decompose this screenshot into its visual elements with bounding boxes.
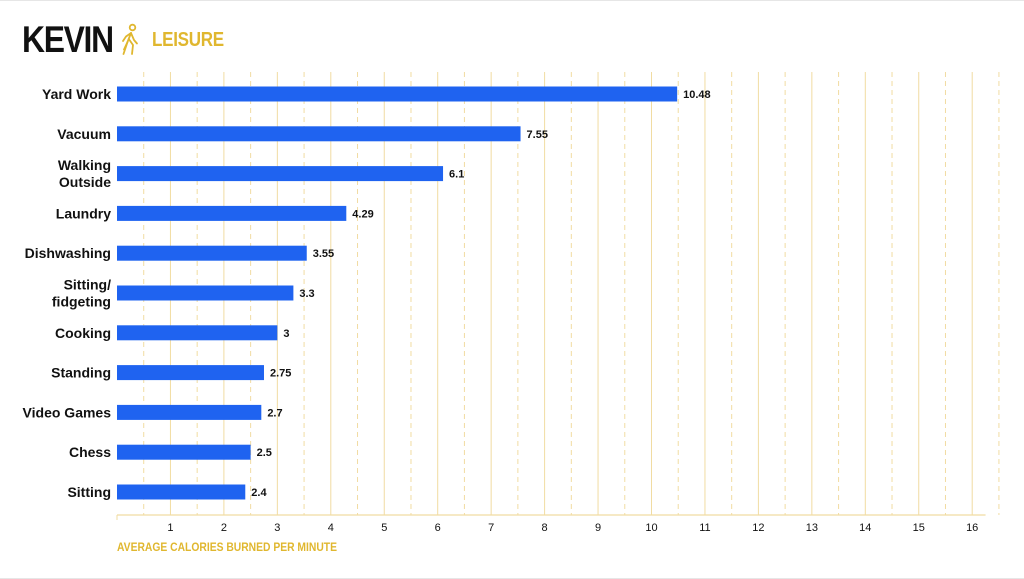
value-label: 2.4 (251, 487, 267, 499)
x-tick-label: 8 (542, 522, 548, 534)
value-label: 6.1 (449, 169, 464, 181)
value-label: 4.29 (352, 208, 373, 220)
value-labels: 10.48 7.55 6.1 4.29 3.55 3.3 3 2.75 2.7 2.5 2.4 (251, 89, 710, 499)
x-tick-label: 2 (221, 522, 227, 534)
bar (117, 205, 347, 221)
category-label: Cooking (55, 325, 111, 341)
x-tick-label: 6 (435, 522, 441, 534)
category-label: Chess (69, 444, 111, 460)
value-label: 3.55 (313, 248, 334, 260)
category-label: Video Games (23, 404, 112, 420)
category-label: Laundry (56, 205, 111, 221)
bars (117, 86, 678, 500)
value-label: 3.3 (299, 288, 314, 300)
category-label: Walking (58, 157, 111, 173)
value-label: 7.55 (527, 129, 548, 141)
x-tick-label: 3 (274, 522, 280, 534)
category-label: Sitting/ (64, 277, 112, 293)
walking-person-icon (116, 23, 146, 57)
bar (117, 285, 294, 301)
category-label: Dishwashing (25, 245, 111, 261)
x-tick-label: 9 (595, 522, 601, 534)
value-label: 3 (283, 328, 289, 340)
gridlines (143, 72, 1000, 515)
bar (117, 166, 444, 182)
category-label: Sitting (67, 484, 111, 500)
x-tick-label: 11 (699, 522, 710, 534)
category-label: Vacuum (57, 126, 111, 142)
x-tick-label: 10 (645, 522, 657, 534)
chart-header: KEVIN LEISURE (22, 19, 237, 60)
category-label: LEISURE (152, 28, 224, 51)
bar (117, 444, 251, 460)
x-tick-label: 7 (488, 522, 494, 534)
person-name: KEVIN (22, 19, 114, 60)
value-label: 10.48 (683, 89, 711, 101)
x-tick-label: 15 (913, 522, 925, 534)
value-label: 2.75 (270, 368, 291, 380)
bar (117, 404, 262, 420)
bar (117, 126, 521, 142)
x-tick-label: 4 (328, 522, 334, 534)
value-label: 2.7 (267, 407, 282, 419)
value-label: 2.5 (257, 447, 272, 459)
category-label: Standing (51, 365, 111, 381)
x-tick-label: 1 (167, 522, 173, 534)
bar (117, 86, 678, 102)
bar (117, 484, 246, 500)
x-tick-label: 12 (752, 522, 764, 534)
bar (117, 365, 264, 381)
x-axis-title: AVERAGE CALORIES BURNED PER MINUTE (117, 540, 337, 554)
x-axis: 1 2 3 4 5 6 7 8 9 10 11 12 13 14 15 16 (116, 514, 986, 534)
x-tick-label: 14 (859, 522, 871, 534)
bar (117, 245, 307, 261)
category-label: Yard Work (42, 86, 111, 102)
x-tick-label: 13 (806, 522, 818, 534)
category-label: Outside (59, 174, 111, 190)
x-tick-label: 5 (381, 522, 387, 534)
x-tick-label: 16 (966, 522, 978, 534)
bar (117, 325, 278, 341)
category-label: fidgeting (52, 294, 111, 310)
